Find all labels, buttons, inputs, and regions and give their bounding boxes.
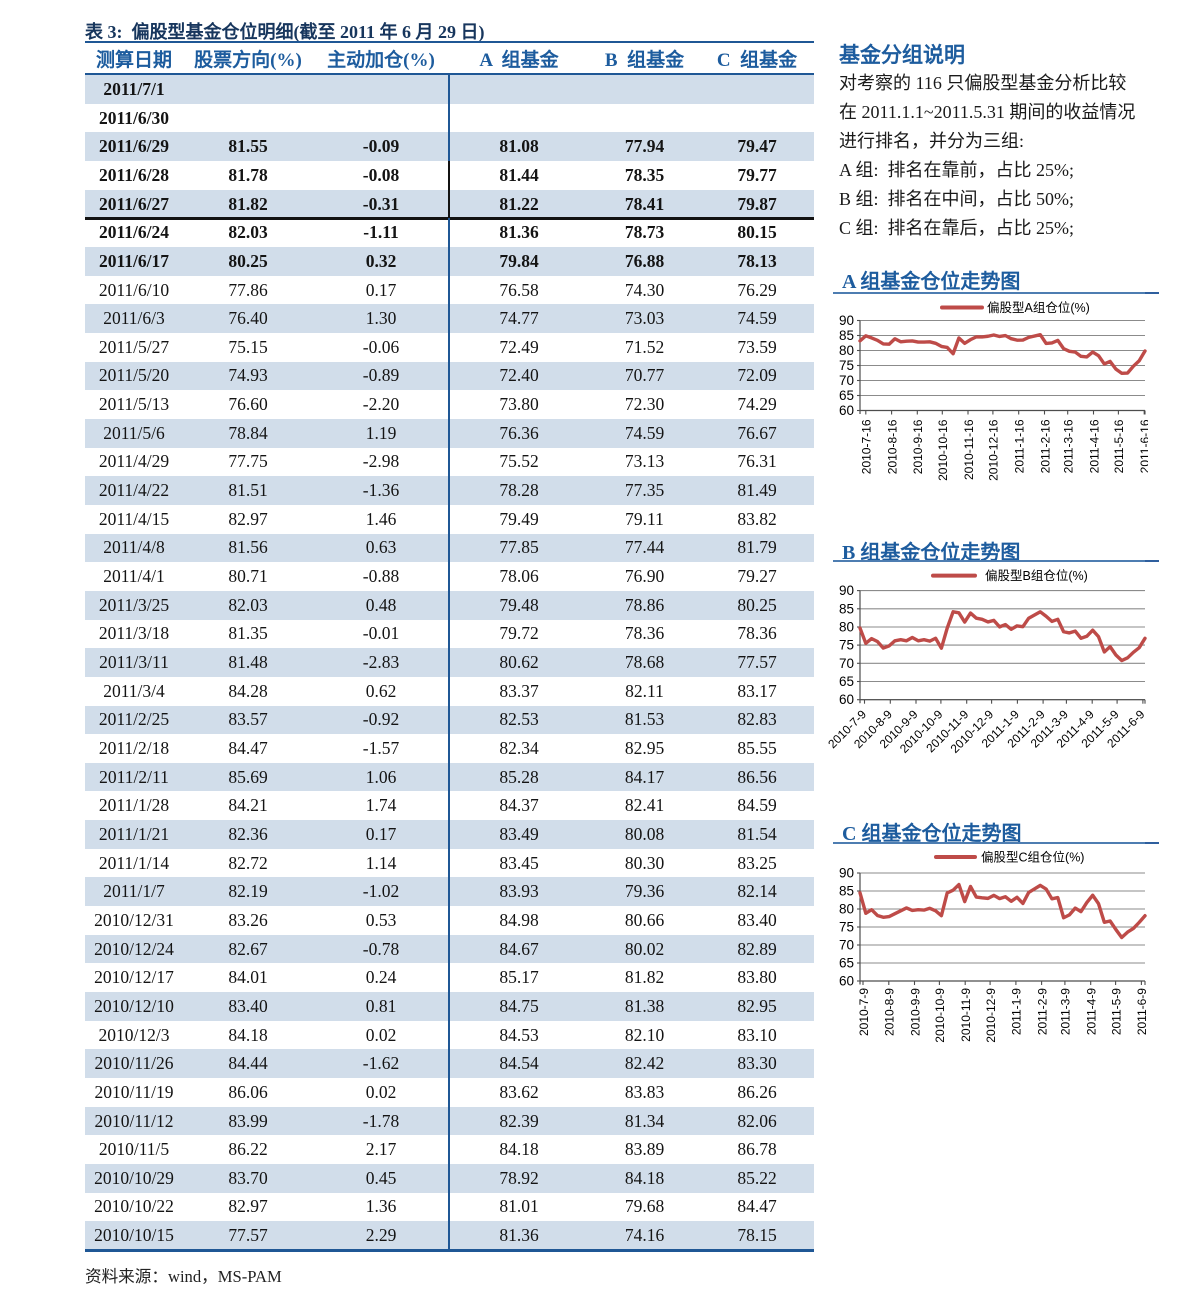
svg-text:偏股型C组仓位(%): 偏股型C组仓位(%) [981, 850, 1084, 865]
svg-text:2011-4-9: 2011-4-9 [1085, 988, 1099, 1035]
svg-text:2011-1-9: 2011-1-9 [1010, 988, 1024, 1035]
svg-text:80: 80 [839, 620, 854, 635]
svg-text:2010-11-16: 2010-11-16 [962, 419, 976, 480]
svg-text:2010-10-9: 2010-10-9 [933, 988, 947, 1043]
svg-text:2011-2-16: 2011-2-16 [1038, 419, 1052, 473]
svg-text:85: 85 [839, 601, 854, 616]
svg-text:2010-8-16: 2010-8-16 [885, 419, 899, 474]
svg-text:2011-6-16: 2011-6-16 [1138, 419, 1148, 473]
svg-text:2010-11-9: 2010-11-9 [959, 988, 973, 1042]
svg-text:偏股型B组仓位(%): 偏股型B组仓位(%) [985, 568, 1088, 583]
svg-text:2010-12-9: 2010-12-9 [984, 988, 998, 1043]
svg-text:75: 75 [839, 358, 854, 373]
svg-text:75: 75 [839, 638, 854, 653]
svg-text:70: 70 [839, 656, 854, 671]
svg-text:2011-3-9: 2011-3-9 [1059, 988, 1073, 1035]
svg-text:2010-7-9: 2010-7-9 [857, 988, 871, 1036]
svg-text:80: 80 [839, 902, 854, 917]
svg-text:2011-5-9: 2011-5-9 [1109, 988, 1123, 1035]
svg-text:80: 80 [839, 343, 854, 358]
svg-text:70: 70 [839, 373, 854, 388]
svg-text:2011-4-16: 2011-4-16 [1087, 419, 1101, 473]
svg-text:偏股型A组仓位(%): 偏股型A组仓位(%) [987, 300, 1090, 315]
svg-text:70: 70 [839, 938, 854, 953]
svg-text:85: 85 [839, 884, 854, 899]
svg-text:75: 75 [839, 920, 854, 935]
svg-text:60: 60 [839, 403, 854, 418]
svg-text:60: 60 [839, 692, 854, 707]
svg-text:2010-9-16: 2010-9-16 [911, 419, 925, 474]
svg-text:2010-10-16: 2010-10-16 [936, 419, 950, 481]
svg-text:65: 65 [839, 388, 854, 403]
svg-text:90: 90 [839, 313, 854, 328]
svg-text:60: 60 [839, 974, 854, 989]
svg-text:2011-6-9: 2011-6-9 [1135, 988, 1149, 1035]
svg-text:90: 90 [839, 866, 854, 881]
svg-text:2011-1-16: 2011-1-16 [1013, 419, 1027, 473]
svg-text:90: 90 [839, 583, 854, 598]
svg-text:85: 85 [839, 328, 854, 343]
svg-text:2010-8-9: 2010-8-9 [883, 988, 897, 1036]
svg-text:2011-5-16: 2011-5-16 [1112, 419, 1126, 473]
svg-text:2011-2-9: 2011-2-9 [1035, 988, 1049, 1035]
svg-text:2011-3-16: 2011-3-16 [1062, 419, 1076, 473]
svg-text:2010-7-16: 2010-7-16 [860, 419, 874, 474]
svg-text:65: 65 [839, 674, 854, 689]
svg-text:2010-9-9: 2010-9-9 [908, 988, 922, 1036]
svg-text:65: 65 [839, 956, 854, 971]
svg-text:2010-12-16: 2010-12-16 [987, 419, 1001, 481]
